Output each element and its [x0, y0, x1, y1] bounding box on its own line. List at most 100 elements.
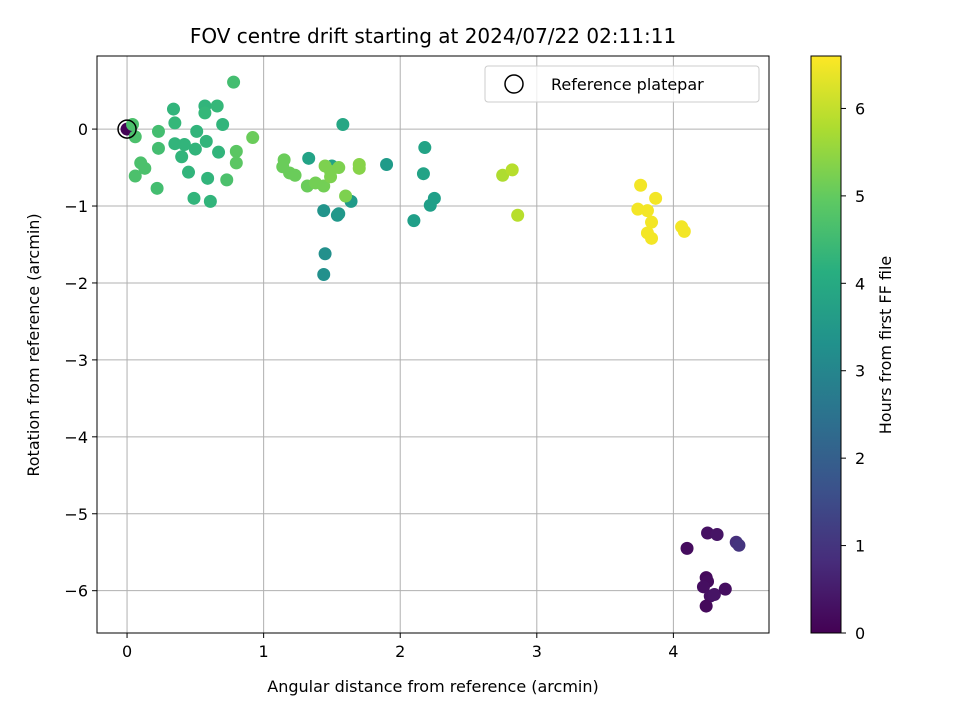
scatter-point — [680, 541, 694, 555]
legend-label: Reference platepar — [551, 75, 704, 94]
legend-marker-open-circle — [504, 74, 524, 94]
scatter-point — [324, 170, 338, 184]
scatter-point — [332, 161, 346, 175]
scatter-point — [352, 161, 366, 175]
scatter-point — [718, 582, 732, 596]
scatter-point — [190, 124, 204, 138]
scatter-point — [246, 131, 260, 145]
colorbar-tick-label: 2 — [855, 449, 865, 468]
colorbar-tick-label: 6 — [855, 99, 865, 118]
scatter-point — [177, 137, 191, 151]
scatter-point — [511, 208, 525, 222]
colorbar: 0 1 2 3 4 5 6 Hours from first FF file — [810, 55, 895, 643]
scatter-point — [166, 102, 180, 116]
scatter-point — [168, 116, 182, 130]
scatter-point — [380, 157, 394, 171]
scatter-point — [505, 163, 519, 177]
scatter-point — [188, 142, 202, 156]
scatter-point — [407, 214, 421, 228]
y-tick-label: −1 — [64, 197, 88, 216]
scatter-point — [649, 191, 663, 205]
scatter-point — [418, 141, 432, 155]
scatter-point — [151, 141, 165, 155]
y-tick-label: −5 — [64, 505, 88, 524]
y-tick-label: −6 — [64, 582, 88, 601]
legend-box — [484, 65, 760, 103]
colorbar-ticks: 0 1 2 3 4 5 6 — [841, 99, 865, 643]
y-tick-label: −3 — [64, 351, 88, 370]
scatter-point — [203, 194, 217, 208]
x-tick-label: 2 — [395, 642, 405, 661]
scatter-point — [732, 538, 746, 552]
scatter-point — [128, 130, 142, 144]
scatter-point — [427, 191, 441, 205]
x-tick-label: 1 — [259, 642, 269, 661]
scatter-point — [696, 580, 710, 594]
scatter-point — [645, 231, 659, 245]
y-tick-label: −2 — [64, 274, 88, 293]
scatter-point — [701, 526, 715, 540]
scatter-point — [416, 167, 430, 181]
scatter-point — [339, 189, 353, 203]
scatter-point — [496, 168, 510, 182]
colorbar-gradient — [810, 55, 842, 634]
y-tick-label: 0 — [78, 120, 88, 139]
scatter-point — [302, 151, 316, 165]
scatter-point — [182, 165, 196, 179]
x-axis-ticks: 0 1 2 3 4 — [122, 633, 678, 661]
scatter-point — [175, 150, 189, 164]
x-axis-label: Angular distance from reference (arcmin) — [267, 677, 598, 696]
scatter-point — [138, 161, 152, 175]
scatter-point — [330, 208, 344, 222]
scatter-point — [210, 99, 224, 113]
scatter-point — [631, 202, 645, 216]
scatter-point — [699, 599, 713, 613]
scatter-point — [645, 215, 659, 229]
scatter-point — [201, 171, 215, 185]
scatter-point — [318, 247, 332, 261]
scatter-point — [227, 75, 241, 89]
y-axis-ticks: 0 −1 −2 −3 −4 −5 −6 — [64, 120, 97, 601]
scatter-point — [187, 191, 201, 205]
scatter-point — [336, 117, 350, 131]
scatter-point — [229, 144, 243, 158]
scatter-point — [640, 204, 654, 218]
chart-title: FOV centre drift starting at 2024/07/22 … — [190, 24, 676, 48]
scatter-point — [229, 156, 243, 170]
grid-lines — [97, 56, 769, 633]
plot-area-frame — [96, 55, 770, 634]
colorbar-label: Hours from first FF file — [876, 256, 895, 435]
x-tick-label: 3 — [532, 642, 542, 661]
scatter-point — [710, 528, 724, 542]
scatter-point — [317, 267, 331, 281]
colorbar-tick-label: 5 — [855, 187, 865, 206]
legend: Reference platepar — [484, 65, 760, 103]
scatter-point — [216, 117, 230, 131]
colorbar-tick-label: 1 — [855, 537, 865, 556]
colorbar-tick-label: 3 — [855, 362, 865, 381]
reference-platepar-marker — [117, 119, 137, 139]
scatter-point — [277, 153, 291, 167]
scatter-point — [150, 181, 164, 195]
scatter-point — [151, 124, 165, 138]
scatter-point — [317, 179, 331, 193]
scatter-point — [212, 145, 226, 159]
scatter-point — [220, 173, 234, 187]
scatter-points — [117, 75, 746, 613]
scatter-point — [677, 224, 691, 238]
scatter-point — [707, 588, 721, 602]
y-axis-label: Rotation from reference (arcmin) — [24, 213, 43, 476]
y-tick-label: −4 — [64, 428, 88, 447]
x-tick-label: 4 — [668, 642, 678, 661]
scatter-point — [198, 106, 212, 120]
scatter-point — [128, 169, 142, 183]
scatter-point — [317, 204, 331, 218]
colorbar-tick-label: 4 — [855, 274, 865, 293]
x-tick-label: 0 — [122, 642, 132, 661]
scatter-point — [168, 137, 182, 151]
scatter-point — [288, 168, 302, 182]
scatter-point — [634, 178, 648, 192]
colorbar-tick-label: 0 — [855, 624, 865, 643]
scatter-point — [199, 134, 213, 148]
